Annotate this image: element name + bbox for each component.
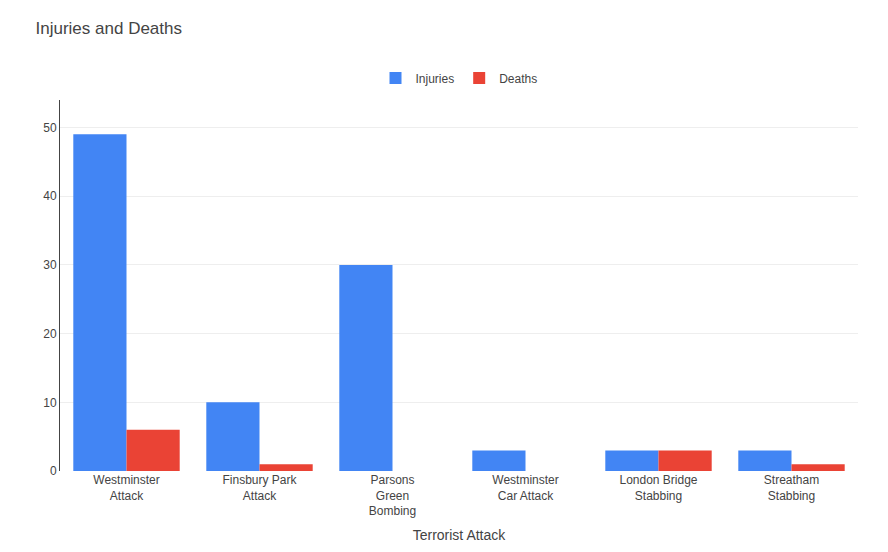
svg-text:WestminsterAttack: WestminsterAttack <box>93 473 159 503</box>
svg-text:30: 30 <box>43 258 57 272</box>
svg-text:Finsbury ParkAttack: Finsbury ParkAttack <box>222 473 297 503</box>
svg-text:Terrorist Attack: Terrorist Attack <box>413 527 507 543</box>
svg-text:50: 50 <box>43 121 57 135</box>
svg-text:WestminsterCar Attack: WestminsterCar Attack <box>492 473 558 503</box>
svg-text:London BridgeStabbing: London BridgeStabbing <box>619 473 697 503</box>
svg-text:Injuries and Deaths: Injuries and Deaths <box>36 19 182 38</box>
svg-text:10: 10 <box>43 396 57 410</box>
svg-text:Injuries: Injuries <box>416 72 455 86</box>
svg-text:Deaths: Deaths <box>499 72 537 86</box>
svg-text:StreathamStabbing: StreathamStabbing <box>764 473 819 503</box>
svg-text:ParsonsGreenBombing: ParsonsGreenBombing <box>369 473 416 518</box>
svg-text:20: 20 <box>43 327 57 341</box>
svg-text:40: 40 <box>43 189 57 203</box>
svg-text:0: 0 <box>50 464 57 478</box>
